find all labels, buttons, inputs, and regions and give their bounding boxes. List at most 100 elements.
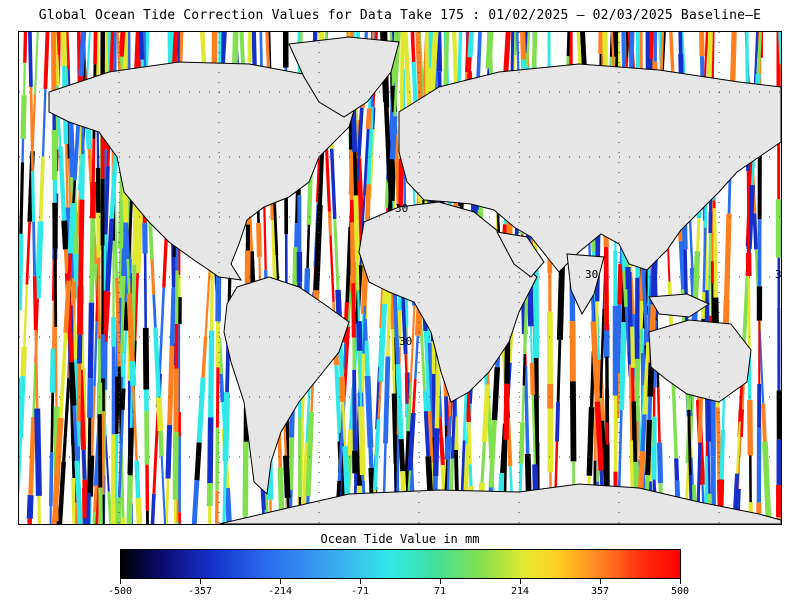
track-segment [393, 310, 400, 365]
track-segment [120, 388, 126, 410]
track-segment [150, 493, 156, 524]
track-segment [65, 207, 71, 228]
track-segment [34, 221, 44, 299]
track-segment [351, 283, 356, 338]
track-segment [467, 422, 472, 465]
track-segment [222, 392, 230, 462]
colorbar-title: Ocean Tide Value in mm [320, 532, 480, 546]
track-segment [555, 402, 561, 442]
track-segment [50, 392, 55, 453]
track-segment [103, 166, 110, 235]
colorbar-tick [280, 579, 281, 584]
track-segment [702, 227, 707, 293]
australia-land [648, 319, 752, 403]
track-segment [74, 460, 83, 524]
track-segment [32, 276, 38, 331]
track-segment [444, 396, 449, 427]
track-segment [678, 240, 686, 290]
track-segment [72, 180, 77, 204]
track-segment [356, 261, 360, 291]
track-segment [491, 367, 501, 421]
track-segment [329, 148, 337, 220]
track-segment [144, 411, 150, 465]
track-segment [78, 199, 85, 287]
track-segment [358, 406, 366, 476]
track-segment [368, 447, 374, 469]
track-segment [596, 333, 601, 360]
track-segment [150, 259, 156, 295]
track-segment [93, 32, 98, 65]
track-segment [618, 322, 627, 411]
track-segment [628, 364, 633, 441]
track-segment [38, 156, 45, 222]
track-segment [642, 342, 651, 415]
track-segment [76, 334, 83, 364]
track-segment [678, 32, 683, 55]
track-segment [77, 286, 84, 335]
track-segment [72, 405, 79, 461]
track-segment [167, 345, 175, 426]
track-segment [85, 32, 91, 87]
track-segment [287, 437, 295, 490]
track-segment [352, 151, 358, 196]
track-segment [104, 435, 110, 492]
track-segment [118, 32, 126, 57]
track-segment [752, 213, 758, 250]
track-segment [399, 32, 405, 120]
tide-map: 30 30 30 30 [18, 31, 782, 525]
latitude-label: 30 [399, 335, 413, 348]
track-segment [761, 403, 767, 442]
track-segment [391, 393, 399, 464]
track-segment [87, 417, 92, 493]
latitude-label: 30 [395, 202, 409, 215]
track-segment [224, 487, 232, 524]
track-segment [625, 266, 632, 290]
track-segment [391, 329, 396, 394]
track-segment [208, 330, 215, 418]
track-segment [462, 393, 468, 441]
track-segment [529, 362, 535, 395]
tide-map-canvas [19, 32, 781, 524]
track-segment [404, 353, 409, 404]
track-segment [70, 277, 78, 299]
track-segment [747, 399, 753, 456]
track-segment [87, 378, 94, 418]
track-segment [637, 300, 644, 330]
track-segment [640, 414, 647, 452]
track-segment [29, 86, 34, 172]
track-segment [123, 302, 130, 331]
track-segment [361, 314, 365, 345]
track-segment [19, 162, 25, 234]
track-segment [23, 32, 28, 63]
track-segment [305, 385, 311, 443]
track-segment [123, 222, 130, 260]
land-masses [48, 36, 781, 524]
latitude-label: 30 [585, 268, 599, 281]
track-segment [645, 419, 652, 476]
track-segment [339, 376, 346, 402]
track-segment [201, 336, 208, 378]
track-segment [113, 376, 120, 435]
track-segment [349, 149, 356, 200]
track-segment [762, 441, 772, 520]
track-segment [393, 32, 401, 117]
track-segment [467, 32, 475, 58]
track-segment [65, 32, 70, 70]
track-segment [346, 429, 355, 456]
track-segment [191, 480, 200, 524]
track-segment [92, 511, 97, 524]
track-segment [393, 134, 401, 205]
colorbar-tick [120, 579, 121, 584]
track-segment [129, 361, 137, 387]
track-segment [407, 412, 416, 471]
track-segment [736, 421, 741, 474]
track-segment [353, 195, 360, 262]
track-segment [19, 437, 23, 488]
track-segment [345, 226, 353, 303]
track-segment [594, 401, 604, 471]
track-segment [696, 218, 701, 252]
track-segment [115, 497, 122, 524]
track-segment [382, 443, 387, 494]
track-segment [62, 377, 71, 462]
antarctica-land [218, 483, 781, 524]
